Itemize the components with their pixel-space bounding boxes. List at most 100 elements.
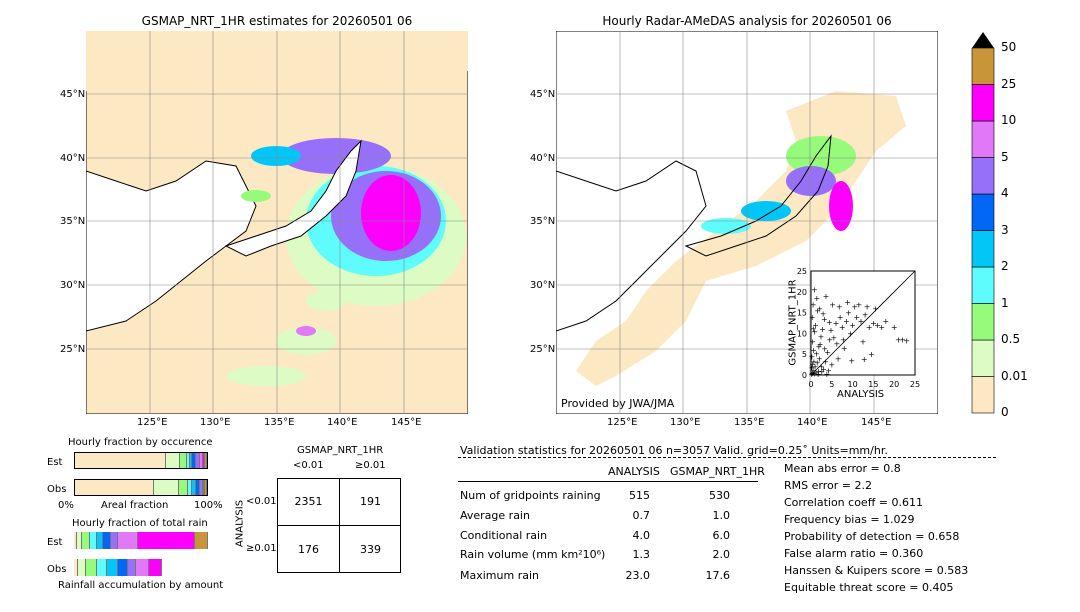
occurrence-label-obs: Obs <box>47 484 67 495</box>
scatter-point: + <box>899 336 906 345</box>
scatter-point: + <box>843 317 850 326</box>
validation-row-analysis: 515 <box>629 489 650 502</box>
scatter-point: + <box>818 363 825 372</box>
scatter-ytick: 15 <box>797 309 807 318</box>
scatter-point: + <box>808 364 815 373</box>
scatter-point: + <box>810 324 817 333</box>
validation-row-gsmap: 6.0 <box>712 529 731 542</box>
bar-segment <box>194 532 208 549</box>
right-map-mainland <box>556 160 707 332</box>
colorbar-label: 10 <box>1001 113 1017 127</box>
contingency-title: GSMAP_NRT_1HR <box>297 445 384 456</box>
scatter-point: + <box>817 340 824 349</box>
scatter-point: + <box>870 319 877 328</box>
scatter-point: + <box>816 343 823 352</box>
colorbar-label: 25 <box>1001 76 1017 91</box>
bar-segment <box>103 532 112 549</box>
rain-fraction-label-obs: Obs <box>47 564 67 575</box>
occurrence-bar-obs <box>74 479 208 496</box>
bar-segment <box>205 453 207 468</box>
scatter-xtick: 25 <box>910 380 920 389</box>
colorbar-cell <box>971 157 995 195</box>
scatter-point: + <box>824 348 831 357</box>
bar-segment <box>179 480 189 495</box>
scatter-point: + <box>839 323 846 332</box>
contingency-row-ge: ≥0.01 <box>246 543 277 554</box>
scatter-point: + <box>853 313 860 322</box>
contingency-grid: 2351 191 176 339 <box>277 478 401 573</box>
bar-segment <box>74 559 79 576</box>
occurrence-label-est: Est <box>47 457 63 468</box>
right-lon-label: 130°E <box>670 417 701 428</box>
validation-row-label: Conditional rain <box>460 529 548 542</box>
right-map-japan <box>684 134 832 257</box>
colorbar-label: 0 <box>1001 405 1009 419</box>
bar-segment <box>135 559 149 576</box>
left-lon-label: 135°E <box>264 417 295 428</box>
bar-segment <box>82 532 91 549</box>
scatter-point: + <box>868 350 875 359</box>
scatter-point: + <box>822 358 829 367</box>
validation-header: Validation statistics for 20260501 06 n=… <box>460 444 888 457</box>
occurrence-xlabel: Areal fraction <box>101 500 169 511</box>
scatter-point: + <box>858 317 865 326</box>
contingency-cell: 339 <box>360 543 381 556</box>
colorbar-label: 0.01 <box>1001 368 1028 383</box>
scatter-ylabel: GSMAP_NRT_1HR <box>787 279 799 366</box>
scatter-point: + <box>816 354 823 363</box>
score-line: Hanssen & Kuipers score = 0.583 <box>784 564 969 577</box>
bar-segment <box>118 559 128 576</box>
scatter-point: + <box>823 370 830 379</box>
right-lon-label: 140°E <box>797 417 828 428</box>
scatter-point: + <box>862 311 869 320</box>
scatter-point: + <box>823 292 830 301</box>
validation-header-rule <box>458 481 758 482</box>
scatter-point: + <box>829 300 836 309</box>
validation-row-label: Average rain <box>460 509 530 522</box>
scatter-point: + <box>811 369 818 378</box>
bar-segment <box>165 453 181 468</box>
bar-segment <box>149 559 163 576</box>
scatter-xtick: 10 <box>848 380 858 389</box>
bar-segment <box>200 453 203 468</box>
colorbar-cell <box>971 230 995 268</box>
colorbar-label: 0.5 <box>1001 332 1021 346</box>
rain-fraction-bar-obs <box>74 559 208 576</box>
validation-row-analysis: 4.0 <box>632 529 651 542</box>
colorbar-cell <box>971 47 995 85</box>
score-line: Mean abs error = 0.8 <box>784 462 901 475</box>
score-line: Equitable threat score = 0.405 <box>784 581 954 594</box>
left-lat-label: 30°N <box>60 280 86 291</box>
score-line: RMS error = 2.2 <box>784 479 872 492</box>
scatter-point: + <box>814 307 821 316</box>
scatter-point: + <box>864 302 871 311</box>
scatter-point: + <box>816 304 823 313</box>
scatter-point: + <box>812 362 819 371</box>
right-lat-label: 30°N <box>530 280 556 291</box>
scatter-point: + <box>811 327 818 336</box>
validation-row-gsmap: 17.6 <box>705 569 731 582</box>
score-line: Probability of detection = 0.658 <box>784 530 960 543</box>
scatter-xtick: 20 <box>889 380 899 389</box>
scatter-point: + <box>810 366 817 375</box>
colorbar-label: 50 <box>1001 40 1017 54</box>
scatter-point: + <box>848 356 855 365</box>
scatter-point: + <box>861 355 868 364</box>
bar-segment <box>78 559 87 576</box>
validation-row-analysis: 1.3 <box>632 548 651 561</box>
bar-segment <box>192 480 197 495</box>
scatter-point: + <box>815 370 822 379</box>
validation-row-gsmap: 530 <box>709 489 730 502</box>
occurrence-title: Hourly fraction by occurence <box>68 437 213 448</box>
scatter-point: + <box>849 321 856 330</box>
scatter-point: + <box>828 326 835 335</box>
scatter-point: + <box>833 339 840 348</box>
contingency-col-lt: <0.01 <box>293 460 324 471</box>
rain-fraction-xlabel: Rainfall accumulation by amount <box>58 580 224 591</box>
scatter-xlabel: ANALYSIS <box>837 389 885 400</box>
bar-segment <box>75 453 166 468</box>
scatter-point: + <box>811 357 818 366</box>
left-lat-label: 45°N <box>60 89 86 100</box>
colorbar-cell <box>971 120 995 158</box>
scatter-point: + <box>826 318 833 327</box>
